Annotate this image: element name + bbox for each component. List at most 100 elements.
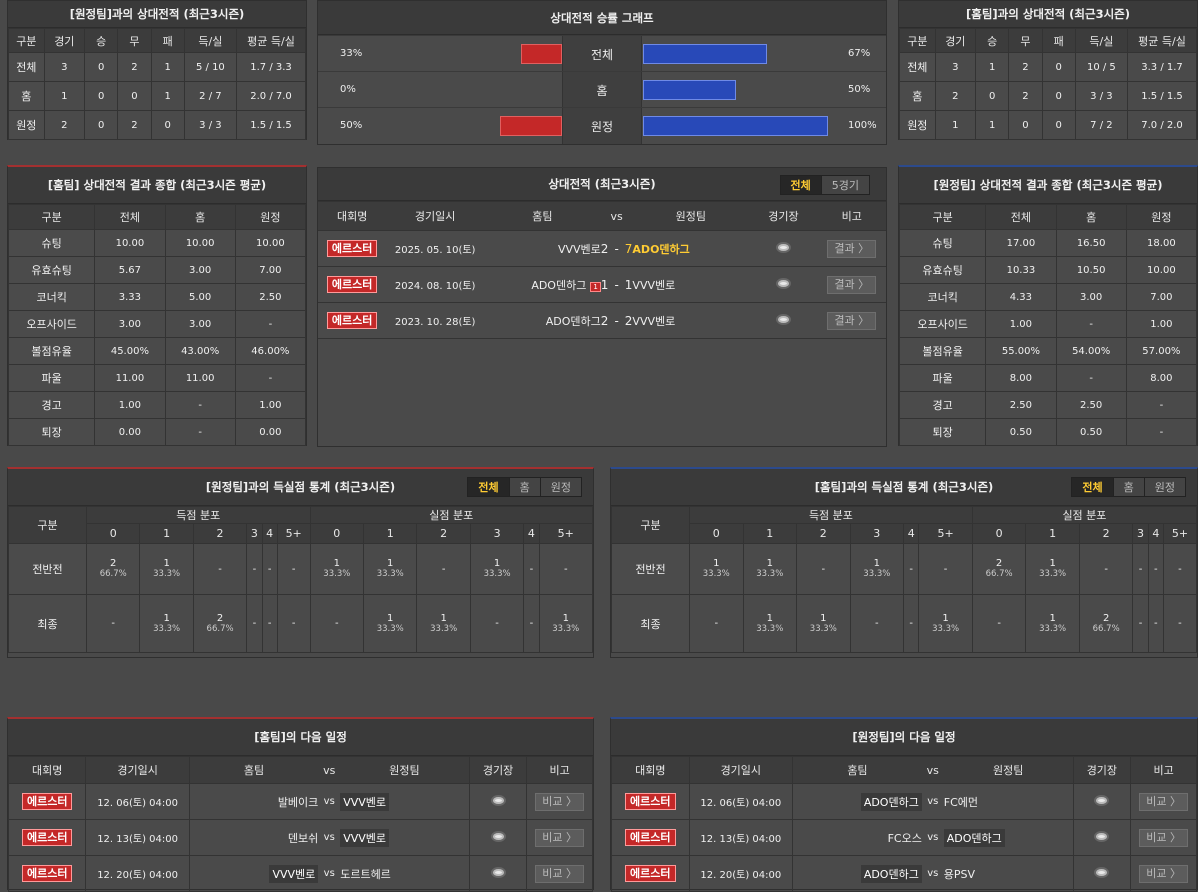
stadium-cell bbox=[1072, 819, 1132, 856]
column-header: 5+ bbox=[918, 523, 973, 544]
table-cell: 1.00 bbox=[94, 391, 166, 419]
column-header: 원정팀 bbox=[632, 201, 750, 231]
compare-button[interactable]: 비교 〉 bbox=[535, 792, 585, 811]
league-badge[interactable]: 에르스터 bbox=[326, 240, 378, 257]
cell-count: 1 bbox=[766, 612, 773, 624]
table-cell: - bbox=[523, 594, 540, 653]
table-cell: - bbox=[903, 594, 920, 653]
cell-count: 1 bbox=[387, 558, 394, 569]
cell-count: - bbox=[1178, 563, 1182, 575]
tab-away[interactable]: 원정 bbox=[539, 478, 581, 496]
away-team-cell: 도르트헤르 bbox=[340, 855, 470, 892]
compare-button[interactable]: 비교 〉 bbox=[535, 864, 585, 883]
away-win-bar bbox=[643, 44, 767, 64]
date-cell: 2023. 10. 28(토) bbox=[386, 302, 484, 339]
table-cell: 54.00% bbox=[1055, 337, 1127, 365]
table-cell: 2 66.7% bbox=[192, 594, 248, 653]
table-cell: 5 / 10 bbox=[183, 52, 238, 82]
column-header: 경기장 bbox=[1072, 756, 1132, 784]
stadium-icon[interactable] bbox=[775, 277, 791, 289]
compare-button[interactable]: 비교 〉 bbox=[1139, 828, 1188, 847]
table-cell: 1.5 / 1.5 bbox=[236, 110, 306, 140]
league-badge[interactable]: 에르스터 bbox=[21, 865, 73, 882]
row-label: 볼점유율 bbox=[7, 337, 96, 365]
table-cell: 3.00 bbox=[1055, 283, 1127, 311]
league-badge[interactable]: 에르스터 bbox=[625, 793, 676, 810]
stadium-icon[interactable] bbox=[1094, 794, 1110, 806]
away-team: VVV벤로 bbox=[340, 792, 390, 811]
action-cell: 비교 〉 bbox=[1130, 819, 1197, 856]
cell-percent: 33.3% bbox=[1039, 623, 1067, 634]
compare-button[interactable]: 비교 〉 bbox=[1139, 792, 1188, 811]
row-label: 전반전 bbox=[8, 543, 87, 595]
tab-all[interactable]: 전체 bbox=[468, 478, 509, 496]
stadium-icon[interactable] bbox=[1094, 866, 1110, 878]
league-badge[interactable]: 에르스터 bbox=[21, 793, 73, 810]
tab-all[interactable]: 전체 bbox=[1072, 478, 1113, 496]
league-badge[interactable]: 에르스터 bbox=[625, 829, 676, 846]
table-cell: 3 bbox=[43, 52, 86, 82]
result-button[interactable]: 결과 〉 bbox=[827, 275, 877, 294]
tab-home[interactable]: 홈 bbox=[1112, 478, 1144, 496]
tab-home[interactable]: 홈 bbox=[508, 478, 540, 496]
stadium-icon[interactable] bbox=[775, 241, 791, 253]
vs-label: vs bbox=[318, 819, 341, 856]
compare-button[interactable]: 비교 〉 bbox=[1139, 864, 1188, 883]
column-header: 경기일시 bbox=[85, 756, 190, 784]
right-percent: 50% bbox=[848, 84, 871, 95]
league-badge[interactable]: 에르스터 bbox=[326, 312, 378, 329]
league-badge[interactable]: 에르스터 bbox=[326, 276, 378, 293]
header-row: 구분 전체 홈 원정 bbox=[898, 204, 1198, 230]
column-header: 5+ bbox=[276, 523, 311, 544]
tab-all[interactable]: 전체 bbox=[780, 176, 821, 194]
stadium-cell bbox=[749, 266, 818, 303]
table-cell: 7.00 bbox=[234, 256, 307, 284]
column-header: vs bbox=[921, 756, 944, 784]
home-score: 2 bbox=[600, 313, 609, 328]
tab-5games[interactable]: 5경기 bbox=[820, 176, 869, 194]
column-header: 무 bbox=[1008, 28, 1043, 53]
column-header: 5+ bbox=[1162, 523, 1198, 544]
score-dash: - bbox=[614, 277, 619, 292]
table-cell: 11.00 bbox=[94, 364, 166, 392]
result-button[interactable]: 결과 〉 bbox=[827, 239, 877, 258]
cell-percent: 33.3% bbox=[756, 569, 784, 579]
cell-percent: 33.3% bbox=[376, 569, 404, 579]
league-badge[interactable]: 에르스터 bbox=[21, 829, 73, 846]
table-cell: - bbox=[164, 418, 236, 446]
column-header: 구분 bbox=[8, 28, 45, 53]
stadium-icon[interactable] bbox=[490, 794, 506, 806]
tab-away[interactable]: 원정 bbox=[1143, 478, 1185, 496]
score-dash: - bbox=[614, 313, 619, 328]
table-cell: 1 33.3% bbox=[469, 543, 525, 595]
stadium-icon[interactable] bbox=[490, 830, 506, 842]
table-cell: - bbox=[689, 594, 744, 653]
stadium-icon[interactable] bbox=[775, 313, 791, 325]
cell-count: 1 bbox=[493, 558, 501, 569]
table-row: 에르스터 12. 20(토) 04:00 VVV벤로 vs 도르트헤르 비교 〉 bbox=[7, 855, 593, 892]
home-summary-table: 구분 전체 홈 원정 슈팅 10.00 10.00 10.00 유효슈팅 5.67 3.00 7.00… bbox=[7, 204, 307, 446]
result-button[interactable]: 결과 〉 bbox=[827, 311, 877, 330]
table-cell: - bbox=[796, 543, 851, 595]
stadium-cell bbox=[1072, 783, 1132, 820]
stadium-icon[interactable] bbox=[1094, 830, 1110, 842]
column-header: 원정 bbox=[234, 204, 307, 230]
column-header: 2 bbox=[416, 523, 471, 544]
left-percent: 0% bbox=[340, 84, 356, 95]
column-header: 비고 bbox=[817, 201, 886, 231]
row-label: 볼점유율 bbox=[898, 337, 987, 365]
row-label: 슈팅 bbox=[898, 229, 987, 257]
row-label: 경고 bbox=[898, 391, 987, 419]
stadium-icon[interactable] bbox=[490, 866, 506, 878]
cell-count: 2 bbox=[995, 558, 1003, 569]
table-cell: 2.50 bbox=[234, 283, 307, 311]
home-score: 1 bbox=[600, 277, 609, 292]
table-cell: 2.0 / 7.0 bbox=[236, 81, 306, 111]
row-label: 슈팅 bbox=[7, 229, 96, 257]
table-cell: 3.00 bbox=[164, 310, 236, 338]
league-badge[interactable]: 에르스터 bbox=[625, 865, 676, 882]
table-cell: 8.00 bbox=[985, 364, 1057, 392]
compare-button[interactable]: 비교 〉 bbox=[535, 828, 585, 847]
table-cell: 0 bbox=[975, 81, 1010, 111]
action-cell: 결과 〉 bbox=[817, 230, 886, 267]
